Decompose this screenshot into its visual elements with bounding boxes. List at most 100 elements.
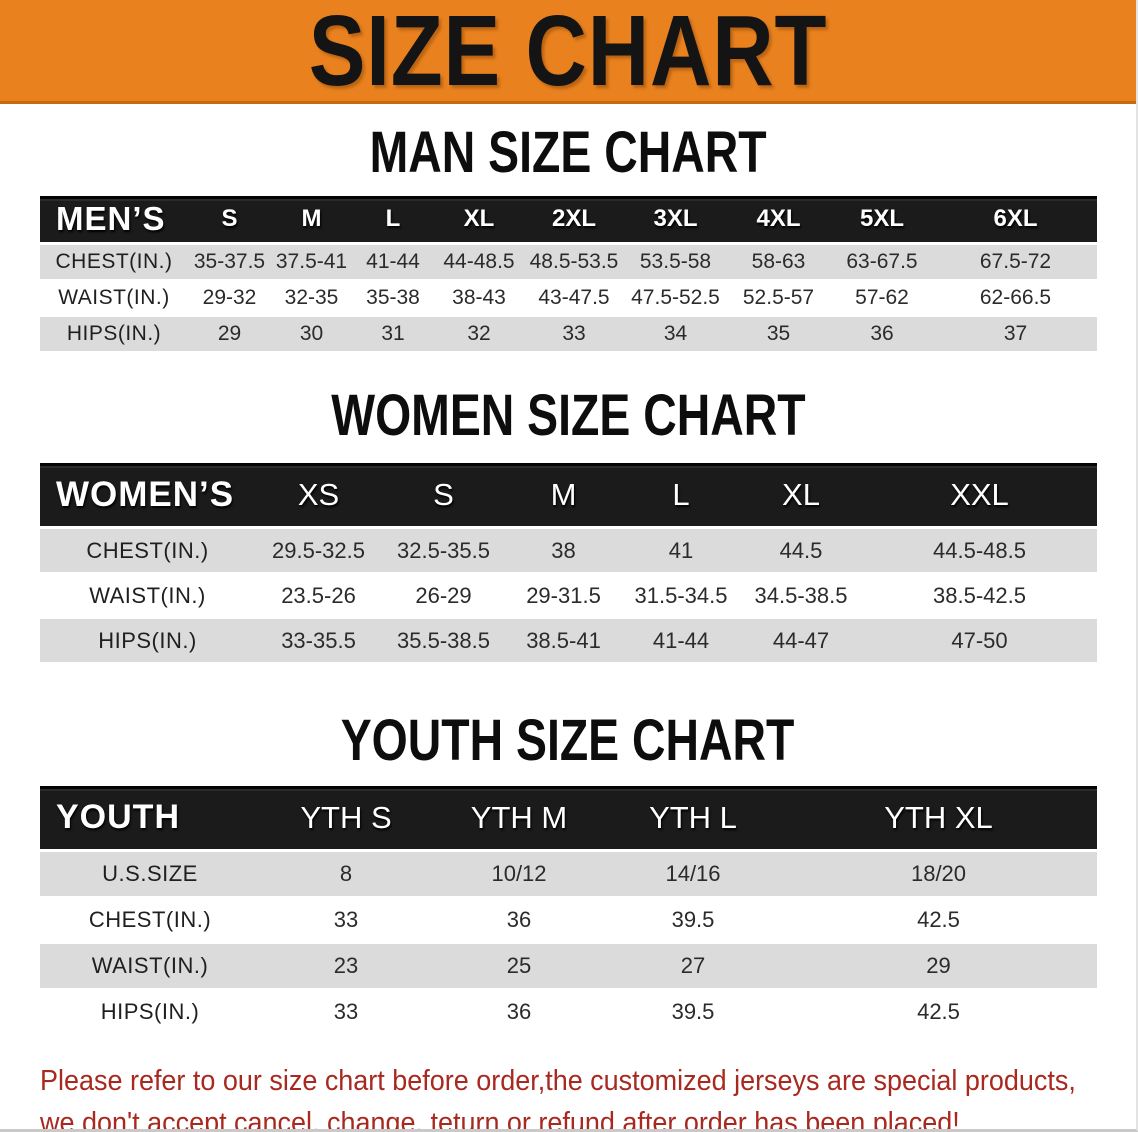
women-size-table: WOMEN’S XS S M L XL XXL CHEST(IN.) 29.5-32.5 32.5… xyxy=(40,463,1097,664)
women-size-column-header-5: XXL xyxy=(862,463,1097,529)
women-table-header-row: WOMEN’S XS S M L XL XXL xyxy=(40,463,1097,529)
size-value-cell: 29-32 xyxy=(188,280,271,317)
row-label-cell: U.S.SIZE xyxy=(40,850,260,898)
size-value-cell: 39.5 xyxy=(606,897,780,944)
size-value-cell: 41-44 xyxy=(622,618,740,664)
size-value-cell: 36 xyxy=(432,897,606,944)
men-size-column-header-3: XL xyxy=(434,196,524,245)
women-section: WOMEN SIZE CHART WOMEN’S XS S M L XL XXL CHEST(… xyxy=(0,383,1136,664)
disclaimer-line-1: Please refer to our size chart before or… xyxy=(40,1065,1076,1097)
size-value-cell: 14/16 xyxy=(606,850,780,898)
page-title: SIZE CHART xyxy=(308,0,828,107)
size-value-cell: 23 xyxy=(260,943,432,990)
size-value-cell: 35 xyxy=(727,316,830,353)
size-value-cell: 33 xyxy=(260,897,432,944)
women-size-column-header-3: L xyxy=(622,463,740,529)
youth-table-row: WAIST(IN.) 23 25 27 29 xyxy=(40,943,1097,990)
size-value-cell: 31.5-34.5 xyxy=(622,573,740,619)
men-section-heading-text: MAN SIZE CHART xyxy=(369,120,767,185)
size-value-cell: 34.5-38.5 xyxy=(740,573,862,619)
size-value-cell: 37 xyxy=(934,316,1097,353)
size-value-cell: 41 xyxy=(622,527,740,574)
row-label-cell: WAIST(IN.) xyxy=(40,573,255,619)
men-table-title: MEN’S xyxy=(40,196,188,245)
row-label-cell: CHEST(IN.) xyxy=(40,897,260,944)
youth-size-column-header-3: YTH XL xyxy=(780,786,1097,852)
size-value-cell: 29 xyxy=(188,316,271,353)
row-label-cell: WAIST(IN.) xyxy=(40,280,188,317)
size-value-cell: 47.5-52.5 xyxy=(624,280,727,317)
women-table-row: CHEST(IN.) 29.5-32.5 32.5-35.5 38 41 44.5 44.5… xyxy=(40,527,1097,574)
size-value-cell: 67.5-72 xyxy=(934,243,1097,281)
women-size-column-header-4: XL xyxy=(740,463,862,529)
row-label-cell: HIPS(IN.) xyxy=(40,618,255,664)
size-value-cell: 38.5-41 xyxy=(505,618,622,664)
size-value-cell: 57-62 xyxy=(830,280,934,317)
size-value-cell: 37.5-41 xyxy=(271,243,352,281)
men-size-column-header-2: L xyxy=(352,196,434,245)
size-value-cell: 38-43 xyxy=(434,280,524,317)
disclaimer: Please refer to our size chart before or… xyxy=(40,1060,1136,1132)
row-label-cell: WAIST(IN.) xyxy=(40,943,260,990)
size-value-cell: 42.5 xyxy=(780,897,1097,944)
size-value-cell: 44-48.5 xyxy=(434,243,524,281)
size-value-cell: 10/12 xyxy=(432,850,606,898)
women-size-column-header-1: S xyxy=(382,463,505,529)
row-label-cell: CHEST(IN.) xyxy=(40,243,188,281)
youth-size-column-header-1: YTH M xyxy=(432,786,606,852)
size-value-cell: 38 xyxy=(505,527,622,574)
size-value-cell: 39.5 xyxy=(606,989,780,1036)
disclaimer-line-2: we don't accept cancel, change, teturn o… xyxy=(40,1107,960,1132)
size-value-cell: 34 xyxy=(624,316,727,353)
youth-table-row: CHEST(IN.) 33 36 39.5 42.5 xyxy=(40,897,1097,944)
size-value-cell: 33-35.5 xyxy=(255,618,382,664)
size-value-cell: 47-50 xyxy=(862,618,1097,664)
size-value-cell: 32 xyxy=(434,316,524,353)
size-value-cell: 8 xyxy=(260,850,432,898)
size-value-cell: 30 xyxy=(271,316,352,353)
men-table-header-row: MEN’S S M L XL 2XL 3XL 4XL 5XL 6XL xyxy=(40,196,1097,245)
size-value-cell: 35-38 xyxy=(352,280,434,317)
women-table-row: HIPS(IN.) 33-35.5 35.5-38.5 38.5-41 41-44 44-… xyxy=(40,618,1097,664)
size-value-cell: 18/20 xyxy=(780,850,1097,898)
size-value-cell: 43-47.5 xyxy=(524,280,624,317)
women-table-title: WOMEN’S xyxy=(40,463,255,529)
youth-size-column-header-2: YTH L xyxy=(606,786,780,852)
men-size-column-header-1: M xyxy=(271,196,352,245)
size-value-cell: 44.5-48.5 xyxy=(862,527,1097,574)
size-value-cell: 29 xyxy=(780,943,1097,990)
men-table-row: HIPS(IN.) 29 30 31 32 33 34 35 36 37 xyxy=(40,316,1097,353)
men-size-column-header-4: 2XL xyxy=(524,196,624,245)
youth-section: YOUTH SIZE CHART YOUTH YTH S YTH M YTH L YTH… xyxy=(0,708,1136,1036)
row-label-cell: HIPS(IN.) xyxy=(40,989,260,1036)
size-value-cell: 62-66.5 xyxy=(934,280,1097,317)
men-size-column-header-7: 5XL xyxy=(830,196,934,245)
men-size-column-header-6: 4XL xyxy=(727,196,830,245)
men-size-table: MEN’S S M L XL 2XL 3XL 4XL 5XL 6XL CHEST(IN.) 35-37… xyxy=(40,196,1097,353)
size-value-cell: 31 xyxy=(352,316,434,353)
men-table-row: WAIST(IN.) 29-32 32-35 35-38 38-43 43-47.5 47.… xyxy=(40,280,1097,317)
size-value-cell: 42.5 xyxy=(780,989,1097,1036)
women-section-heading-text: WOMEN SIZE CHART xyxy=(330,383,806,448)
size-value-cell: 53.5-58 xyxy=(624,243,727,281)
men-size-column-header-5: 3XL xyxy=(624,196,727,245)
size-value-cell: 35.5-38.5 xyxy=(382,618,505,664)
row-label-cell: HIPS(IN.) xyxy=(40,316,188,353)
women-size-column-header-0: XS xyxy=(255,463,382,529)
size-value-cell: 32.5-35.5 xyxy=(382,527,505,574)
men-size-column-header-8: 6XL xyxy=(934,196,1097,245)
women-table-row: WAIST(IN.) 23.5-26 26-29 29-31.5 31.5-34.5 34… xyxy=(40,573,1097,619)
men-size-column-header-0: S xyxy=(188,196,271,245)
size-value-cell: 35-37.5 xyxy=(188,243,271,281)
youth-table-row: U.S.SIZE 8 10/12 14/16 18/20 xyxy=(40,850,1097,898)
size-value-cell: 33 xyxy=(260,989,432,1036)
size-value-cell: 44.5 xyxy=(740,527,862,574)
youth-section-heading-text: YOUTH SIZE CHART xyxy=(341,708,795,773)
size-value-cell: 44-47 xyxy=(740,618,862,664)
size-value-cell: 25 xyxy=(432,943,606,990)
size-value-cell: 48.5-53.5 xyxy=(524,243,624,281)
youth-size-table: YOUTH YTH S YTH M YTH L YTH XL U.S.SIZE 8 10/12… xyxy=(40,786,1097,1036)
youth-table-row: HIPS(IN.) 33 36 39.5 42.5 xyxy=(40,989,1097,1036)
women-section-heading: WOMEN SIZE CHART xyxy=(0,383,1136,448)
